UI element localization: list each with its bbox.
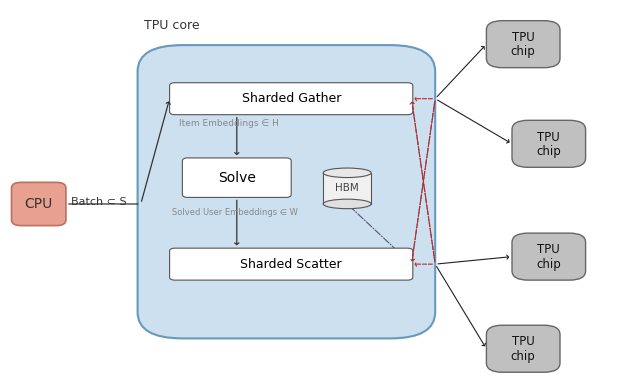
Text: TPU: TPU [512, 335, 534, 349]
Text: TPU: TPU [538, 130, 560, 144]
Ellipse shape [323, 168, 371, 177]
Text: TPU: TPU [538, 243, 560, 256]
Text: chip: chip [536, 258, 561, 271]
FancyBboxPatch shape [486, 325, 560, 372]
FancyBboxPatch shape [170, 248, 413, 280]
Text: Item Embeddings ∈ H: Item Embeddings ∈ H [179, 119, 279, 128]
Text: chip: chip [511, 350, 536, 363]
FancyBboxPatch shape [170, 83, 413, 115]
FancyBboxPatch shape [486, 21, 560, 68]
Text: TPU core: TPU core [144, 19, 200, 32]
Text: Solve: Solve [218, 171, 256, 185]
Text: Sharded Gather: Sharded Gather [241, 92, 341, 105]
Text: Batch ⊂ S: Batch ⊂ S [72, 197, 127, 207]
FancyBboxPatch shape [138, 45, 435, 338]
Text: chip: chip [511, 45, 536, 58]
Text: Sharded Scatter: Sharded Scatter [241, 258, 342, 271]
Text: TPU: TPU [512, 31, 534, 44]
FancyBboxPatch shape [512, 233, 586, 280]
FancyBboxPatch shape [512, 120, 586, 167]
Bar [323, 173, 371, 204]
Text: CPU: CPU [24, 197, 53, 211]
Text: chip: chip [536, 145, 561, 158]
Text: HBM: HBM [335, 183, 359, 193]
FancyBboxPatch shape [12, 182, 66, 226]
FancyBboxPatch shape [182, 158, 291, 197]
Ellipse shape [323, 199, 371, 209]
Text: Solved User Embeddings ∈ W: Solved User Embeddings ∈ W [172, 208, 298, 217]
